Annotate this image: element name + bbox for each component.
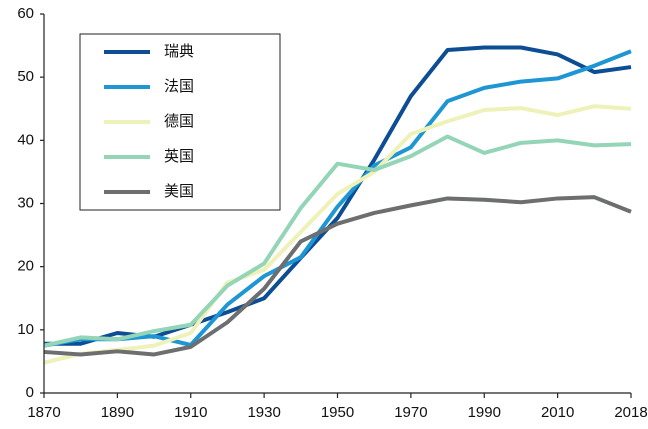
y-tick-label: 50 (17, 68, 34, 85)
x-tick-label: 1910 (174, 404, 207, 421)
x-tick-label: 2010 (541, 404, 574, 421)
y-tick-label: 40 (17, 131, 34, 148)
y-tick-label: 60 (17, 5, 34, 22)
legend-label: 德国 (164, 112, 194, 130)
x-tick-label: 1950 (321, 404, 354, 421)
legend-label: 英国 (164, 147, 194, 165)
series-line (43, 49, 632, 348)
y-tick-label: 0 (26, 384, 34, 401)
x-tick-label: 2018 (614, 404, 647, 421)
legend-label: 瑞典 (164, 43, 194, 60)
x-tick-label: 1990 (468, 404, 501, 421)
x-tick-label: 1930 (247, 404, 280, 421)
y-tick-label: 20 (17, 258, 34, 275)
legend-label: 法国 (164, 78, 194, 95)
y-tick-label: 30 (17, 194, 34, 211)
x-tick-label: 1890 (101, 404, 134, 421)
series-line (43, 104, 632, 365)
x-tick-label: 1970 (394, 404, 427, 421)
x-tick-label: 1870 (27, 404, 60, 421)
series-line (43, 134, 632, 348)
legend-label: 美国 (164, 183, 194, 200)
series-line (43, 195, 632, 357)
y-tick-label: 10 (17, 321, 34, 338)
